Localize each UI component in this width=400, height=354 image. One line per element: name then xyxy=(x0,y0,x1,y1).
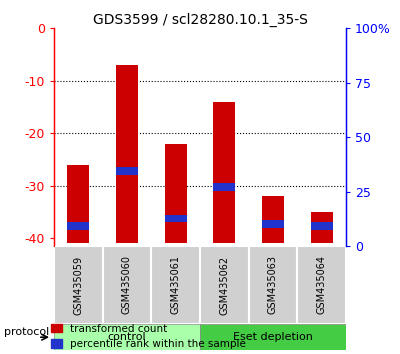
Text: GSM435063: GSM435063 xyxy=(268,256,278,314)
Bar xyxy=(200,246,249,324)
Text: GSM435064: GSM435064 xyxy=(317,256,327,314)
Bar xyxy=(116,65,138,244)
Bar xyxy=(297,246,346,324)
Legend: transformed count, percentile rank within the sample: transformed count, percentile rank withi… xyxy=(51,324,246,349)
Text: GSM435062: GSM435062 xyxy=(219,255,229,315)
Text: GSM435059: GSM435059 xyxy=(73,255,83,315)
Bar xyxy=(151,246,200,324)
Bar xyxy=(165,215,187,222)
Bar xyxy=(67,222,89,230)
Text: protocol: protocol xyxy=(4,327,49,337)
Text: Eset depletion: Eset depletion xyxy=(233,332,313,342)
Bar xyxy=(213,183,235,191)
Bar xyxy=(200,324,346,350)
Bar xyxy=(54,324,200,350)
Text: GSM435060: GSM435060 xyxy=(122,256,132,314)
Text: control: control xyxy=(108,332,146,342)
Bar xyxy=(116,167,138,175)
Bar xyxy=(249,246,297,324)
Bar xyxy=(54,246,103,324)
Bar xyxy=(103,246,151,324)
Bar xyxy=(67,165,89,244)
Bar xyxy=(262,220,284,228)
Text: GSM435061: GSM435061 xyxy=(171,256,181,314)
Text: GDS3599 / scl28280.10.1_35-S: GDS3599 / scl28280.10.1_35-S xyxy=(92,12,308,27)
Bar xyxy=(165,144,187,244)
Bar xyxy=(311,212,333,244)
Bar xyxy=(213,102,235,244)
Bar xyxy=(311,222,333,230)
Bar xyxy=(262,196,284,244)
